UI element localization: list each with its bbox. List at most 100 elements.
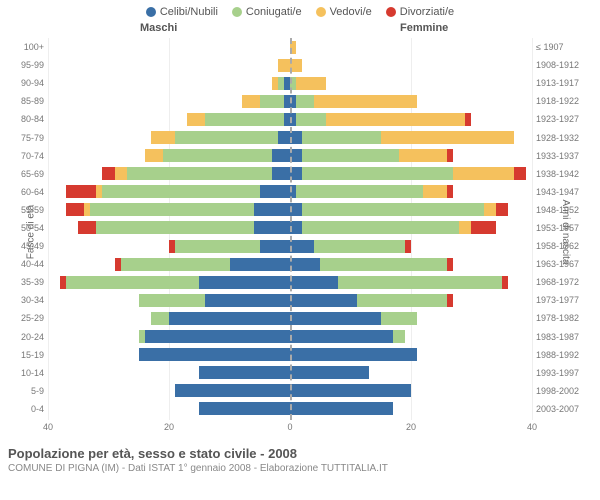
bar-segment xyxy=(302,149,399,162)
bar-segment xyxy=(296,185,423,198)
female-bar xyxy=(290,330,532,343)
female-bar xyxy=(290,203,532,216)
male-bar xyxy=(48,167,290,180)
birth-year-label: ≤ 1907 xyxy=(536,42,598,52)
bar-segment xyxy=(175,131,278,144)
male-bar xyxy=(48,276,290,289)
birth-year-label: 1908-1912 xyxy=(536,60,598,70)
age-label: 50-54 xyxy=(4,223,44,233)
bar-segment xyxy=(381,131,514,144)
bar-segment xyxy=(145,149,163,162)
female-bar xyxy=(290,312,532,325)
legend-swatch xyxy=(386,7,396,17)
x-tick: 40 xyxy=(43,422,53,432)
male-bar xyxy=(48,348,290,361)
bar-segment xyxy=(381,312,417,325)
bar-segment xyxy=(447,294,453,307)
bar-segment xyxy=(278,131,290,144)
x-tick: 20 xyxy=(406,422,416,432)
male-bar xyxy=(48,95,290,108)
bar-segment xyxy=(314,240,405,253)
bar-segment xyxy=(199,276,290,289)
bar-segment xyxy=(205,294,290,307)
bar-segment xyxy=(66,203,84,216)
legend-item: Divorziati/e xyxy=(386,6,454,18)
male-bar xyxy=(48,59,290,72)
bar-segment xyxy=(163,149,272,162)
female-bar xyxy=(290,95,532,108)
age-label: 20-24 xyxy=(4,332,44,342)
bar-segment xyxy=(496,203,508,216)
bar-segment xyxy=(338,276,501,289)
bar-segment xyxy=(254,221,290,234)
legend-label: Coniugati/e xyxy=(246,6,302,18)
bar-segment xyxy=(260,185,290,198)
bar-segment xyxy=(139,348,290,361)
female-bar xyxy=(290,185,532,198)
bar-segment xyxy=(66,185,96,198)
bar-segment xyxy=(151,312,169,325)
birth-year-label: 1968-1972 xyxy=(536,277,598,287)
bar-segment xyxy=(447,185,453,198)
male-bar xyxy=(48,384,290,397)
bar-segment xyxy=(302,203,484,216)
male-bar xyxy=(48,312,290,325)
bar-segment xyxy=(393,330,405,343)
female-title: Femmine xyxy=(400,22,448,34)
x-axis: 402002040 xyxy=(48,422,532,438)
birth-year-label: 1983-1987 xyxy=(536,332,598,342)
bar-segment xyxy=(260,240,290,253)
age-label: 0-4 xyxy=(4,404,44,414)
bar-segment xyxy=(102,185,259,198)
legend-item: Coniugati/e xyxy=(232,6,302,18)
center-axis xyxy=(290,38,292,420)
age-label: 90-94 xyxy=(4,78,44,88)
bar-segment xyxy=(169,312,290,325)
birth-year-label: 1918-1922 xyxy=(536,96,598,106)
bar-segment xyxy=(175,384,290,397)
bar-segment xyxy=(423,185,447,198)
female-bar xyxy=(290,258,532,271)
birth-year-label: 1938-1942 xyxy=(536,169,598,179)
female-bar xyxy=(290,59,532,72)
bar-segment xyxy=(290,240,314,253)
male-bar xyxy=(48,203,290,216)
chart-subtitle: COMUNE DI PIGNA (IM) - Dati ISTAT 1° gen… xyxy=(8,463,592,474)
bar-segment xyxy=(290,312,381,325)
male-bar xyxy=(48,131,290,144)
bar-segment xyxy=(302,167,453,180)
x-tick: 0 xyxy=(287,422,292,432)
chart-footer: Popolazione per età, sesso e stato civil… xyxy=(0,442,600,474)
birth-year-label: 1958-1962 xyxy=(536,241,598,251)
male-bar xyxy=(48,294,290,307)
female-bar xyxy=(290,348,532,361)
bar-segment xyxy=(290,330,393,343)
male-bar xyxy=(48,149,290,162)
female-bar xyxy=(290,240,532,253)
bar-segment xyxy=(290,402,393,415)
female-bar xyxy=(290,366,532,379)
birth-year-label: 1963-1967 xyxy=(536,259,598,269)
bar-segment xyxy=(290,366,369,379)
bar-segment xyxy=(260,95,284,108)
bar-segment xyxy=(290,348,417,361)
male-bar xyxy=(48,258,290,271)
age-label: 55-59 xyxy=(4,205,44,215)
bar-segment xyxy=(514,167,526,180)
birth-year-label: 1923-1927 xyxy=(536,114,598,124)
male-bar xyxy=(48,113,290,126)
age-label: 40-44 xyxy=(4,259,44,269)
bar-segment xyxy=(272,167,290,180)
bar-segment xyxy=(290,258,320,271)
x-tick: 20 xyxy=(164,422,174,432)
birth-year-label: 1943-1947 xyxy=(536,187,598,197)
age-label: 25-29 xyxy=(4,313,44,323)
male-title: Maschi xyxy=(140,22,177,34)
birth-year-label: 1948-1952 xyxy=(536,205,598,215)
bar-segment xyxy=(502,276,508,289)
bar-segment xyxy=(302,131,381,144)
bar-segment xyxy=(272,149,290,162)
age-label: 85-89 xyxy=(4,96,44,106)
age-label: 70-74 xyxy=(4,151,44,161)
female-bar xyxy=(290,113,532,126)
